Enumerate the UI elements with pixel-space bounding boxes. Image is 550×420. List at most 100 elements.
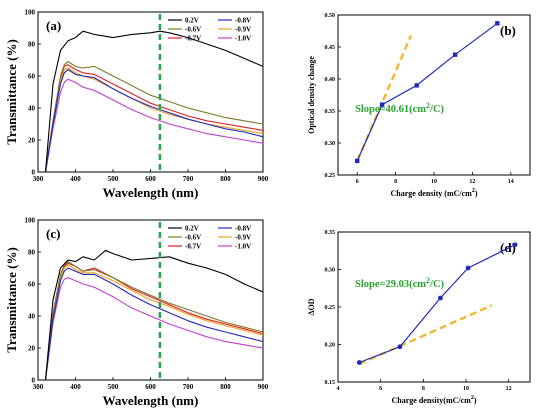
series-line	[44, 267, 264, 381]
y-tick-label: 0.15	[325, 380, 336, 386]
data-point	[397, 344, 403, 350]
y-tick-label: 0.25	[325, 173, 336, 179]
x-tick-label: 300	[33, 383, 44, 391]
legend-entry: -0.6V	[185, 26, 201, 34]
slope-annotation: Slope=40.61(cm2/C)	[355, 101, 445, 115]
y-tick-label: 100	[25, 217, 36, 225]
series-line	[44, 261, 264, 381]
panel-label: (b)	[500, 23, 516, 38]
y-tick-label: 100	[25, 9, 36, 17]
x-tick-label: 6	[379, 386, 382, 392]
series-line	[44, 61, 264, 173]
legend-entry: -0.8V	[235, 17, 251, 25]
x-tick-label: 300	[33, 175, 44, 183]
y-tick-label: 80	[28, 41, 36, 49]
x-axis-label: Wavelength (nm)	[103, 185, 199, 200]
data-point	[414, 83, 419, 88]
x-tick-label: 12	[506, 386, 512, 392]
y-tick-label: 0.40	[325, 77, 336, 83]
series-line	[44, 249, 264, 381]
x-axis-label: Charge density (mC/cm2)	[391, 188, 478, 198]
y-tick-label: 0.30	[325, 141, 336, 147]
data-point	[379, 102, 385, 107]
x-tick-label: 4	[337, 386, 340, 392]
y-tick-label: 40	[28, 313, 36, 321]
x-tick-label: 10	[463, 386, 469, 392]
series-line	[44, 78, 264, 173]
x-tick-label: 10	[431, 179, 437, 185]
panel-b: 6 8 10 12 14 0.25 0.30 0.35 0.40 0.45 0.50 Charge d…	[307, 13, 531, 198]
x-tick-label: 8	[394, 179, 397, 185]
legend-entry: -0.9V	[235, 234, 251, 242]
y-tick-label: 0	[32, 169, 36, 177]
data-point	[495, 21, 500, 26]
y-tick-label: 80	[28, 249, 36, 257]
y-tick-label: 0.35	[325, 109, 336, 115]
y-tick-label: 0.35	[325, 230, 336, 236]
y-axis-label: Transmittance (%)	[4, 39, 19, 145]
y-tick-label: 20	[28, 345, 36, 353]
data-point	[465, 265, 471, 271]
legend-entry: 0.2V	[185, 17, 199, 25]
series-line	[44, 262, 264, 381]
panel-d: 4 6 8 10 12 0.15 0.20 0.25 0.30 0.35 Charge densit…	[307, 230, 531, 405]
x-tick-label: 600	[145, 383, 156, 391]
data-point	[356, 360, 362, 365]
panel-label: (d)	[500, 240, 516, 255]
x-tick-label: 900	[258, 383, 269, 391]
y-axis-label: ΔOD	[307, 298, 316, 315]
x-tick-label: 600	[145, 175, 156, 183]
x-tick-label: 6	[356, 179, 359, 185]
y-tick-label: 60	[28, 281, 36, 289]
legend-entry: -0.8V	[235, 225, 251, 233]
legend-entry: -0.9V	[235, 26, 251, 34]
slope-annotation: Slope=29.03(cm2/C)	[355, 276, 445, 290]
data-point	[438, 295, 443, 301]
series-line	[44, 30, 264, 173]
y-tick-label: 40	[28, 105, 36, 113]
x-axis-label: Charge density(mC/cm2)	[392, 395, 477, 405]
legend-entry: -1.0V	[235, 35, 251, 43]
legend-entry: -1.0V	[235, 243, 251, 251]
series-line	[44, 277, 264, 381]
panel-label: (c)	[46, 226, 60, 241]
x-tick-label: 700	[183, 383, 194, 391]
series-line	[44, 69, 264, 173]
data-point	[452, 52, 458, 57]
x-tick-label: 14	[508, 179, 514, 185]
y-tick-label: 0.45	[325, 45, 336, 51]
data-point	[512, 242, 518, 248]
x-tick-label: 800	[220, 175, 231, 183]
x-tick-label: 8	[422, 386, 425, 392]
legend-entry: -0.7V	[185, 35, 201, 43]
x-axis-label: Wavelength (nm)	[103, 393, 199, 408]
x-tick-label: 400	[70, 175, 81, 183]
y-tick-label: 60	[28, 73, 36, 81]
y-tick-label: 0.50	[325, 13, 336, 19]
x-tick-label: 900	[258, 175, 269, 183]
panel-c: 300 400 500 600 700 800 900 0 20 40 60 80 100 Wavelen…	[4, 217, 269, 409]
legend-entry: -0.6V	[185, 234, 201, 242]
legend-entry: 0.2V	[185, 225, 199, 233]
y-tick-label: 0	[32, 377, 36, 385]
plot-frame	[337, 14, 531, 176]
series-line	[359, 244, 516, 364]
panel-a: 300 400 500 600 700 800 900 0 20 40 60 80 100 Wavelen…	[4, 9, 269, 201]
series-line	[356, 22, 498, 162]
y-tick-label: 20	[28, 137, 36, 145]
y-tick-label: 0.20	[325, 343, 336, 349]
x-tick-label: 12	[469, 179, 475, 185]
x-tick-label: 400	[70, 383, 81, 391]
plot-frame	[37, 11, 264, 173]
x-tick-label: 800	[220, 383, 231, 391]
series-line	[44, 264, 264, 381]
legend-entry: -0.7V	[185, 243, 201, 251]
y-axis-label: Transmittance (%)	[4, 247, 19, 353]
series-line	[44, 64, 264, 173]
panel-label: (a)	[46, 18, 61, 33]
y-tick-label: 0.30	[325, 268, 336, 274]
y-axis-label: Optical density change	[307, 56, 316, 134]
data-point	[355, 158, 360, 164]
y-tick-label: 0.25	[325, 305, 336, 311]
